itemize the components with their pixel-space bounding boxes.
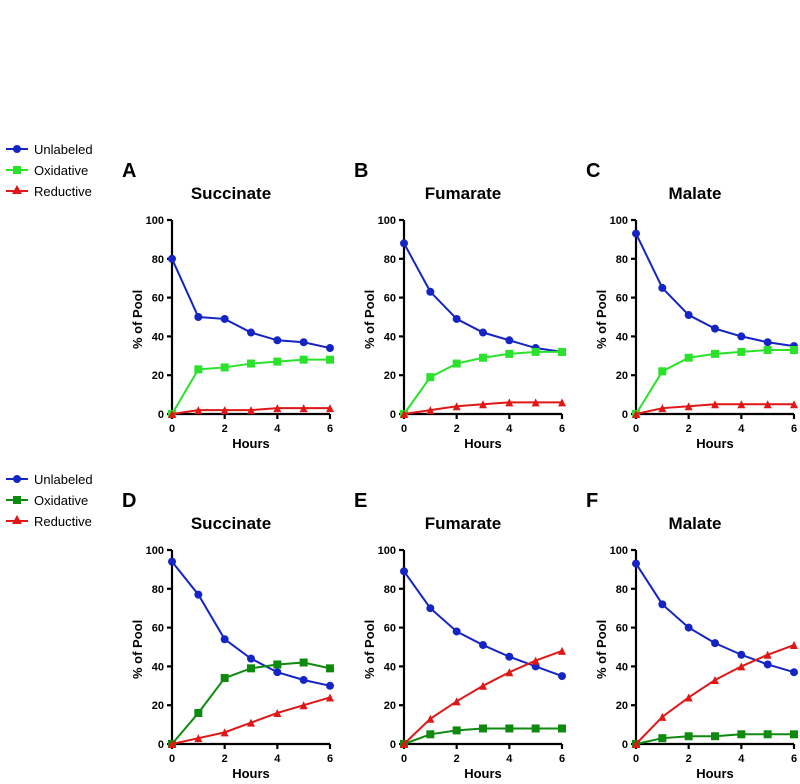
panel-letter: B	[354, 160, 368, 183]
panel-title: Malate	[590, 514, 800, 534]
panel-letter: D	[122, 490, 136, 513]
legend-item-oxidative: Oxidative	[6, 163, 126, 178]
figure: Unlabeled Oxidative Reductive A Succinat…	[0, 0, 800, 670]
svg-text:2: 2	[222, 753, 228, 765]
svg-text:Hours: Hours	[696, 766, 734, 781]
legend-item-unlabeled: Unlabeled	[6, 472, 126, 487]
legend-swatch-oxidative	[6, 169, 28, 171]
svg-text:4: 4	[274, 753, 281, 765]
panel-title: Fumarate	[358, 514, 568, 534]
legend-swatch-reductive	[6, 190, 28, 192]
panel-title: Succinate	[126, 514, 336, 534]
svg-text:80: 80	[616, 254, 628, 266]
panel-title: Succinate	[126, 184, 336, 204]
legend-label: Oxidative	[34, 163, 88, 178]
svg-text:4: 4	[738, 753, 745, 765]
svg-text:100: 100	[146, 215, 164, 227]
svg-text:100: 100	[610, 545, 628, 557]
svg-text:6: 6	[791, 753, 797, 765]
y-axis-label: % of Pool	[594, 620, 609, 679]
triangle-icon	[12, 515, 22, 524]
svg-text:Hours: Hours	[232, 766, 270, 781]
circle-icon	[13, 145, 21, 153]
svg-text:80: 80	[384, 254, 396, 266]
legend-label: Reductive	[34, 184, 92, 199]
svg-text:60: 60	[384, 623, 396, 635]
svg-text:60: 60	[152, 623, 164, 635]
legend-item-unlabeled: Unlabeled	[6, 142, 126, 157]
legend-bottom: Unlabeled Oxidative Reductive	[0, 472, 126, 529]
svg-text:80: 80	[152, 584, 164, 596]
svg-text:80: 80	[384, 584, 396, 596]
svg-text:40: 40	[616, 331, 628, 343]
svg-text:100: 100	[610, 215, 628, 227]
y-axis-label: % of Pool	[130, 620, 145, 679]
y-axis-label: % of Pool	[130, 290, 145, 349]
legend-swatch-reductive	[6, 520, 28, 522]
panel-letter: C	[586, 160, 600, 183]
svg-text:40: 40	[384, 661, 396, 673]
square-icon	[13, 496, 21, 504]
svg-text:0: 0	[158, 739, 164, 751]
svg-text:20: 20	[152, 700, 164, 712]
svg-text:60: 60	[384, 293, 396, 305]
svg-text:0: 0	[169, 753, 175, 765]
panel-letter: A	[122, 160, 136, 183]
legend-item-reductive: Reductive	[6, 514, 126, 529]
legend-item-reductive: Reductive	[6, 184, 126, 199]
svg-text:60: 60	[616, 623, 628, 635]
legend-swatch-oxidative	[6, 499, 28, 501]
svg-text:0: 0	[633, 753, 639, 765]
svg-text:Hours: Hours	[464, 766, 502, 781]
svg-text:80: 80	[616, 584, 628, 596]
row-bottom: Unlabeled Oxidative Reductive D Succinat…	[0, 350, 800, 650]
svg-text:0: 0	[390, 739, 396, 751]
row-top: Unlabeled Oxidative Reductive A Succinat…	[0, 20, 800, 320]
legend-label: Unlabeled	[34, 142, 93, 157]
square-icon	[13, 166, 21, 174]
svg-text:6: 6	[559, 753, 565, 765]
svg-text:20: 20	[616, 700, 628, 712]
y-axis-label: % of Pool	[362, 620, 377, 679]
legend-label: Oxidative	[34, 493, 88, 508]
svg-text:80: 80	[152, 254, 164, 266]
panel-title: Fumarate	[358, 184, 568, 204]
triangle-icon	[12, 185, 22, 194]
svg-text:60: 60	[152, 293, 164, 305]
legend-label: Reductive	[34, 514, 92, 529]
svg-text:100: 100	[378, 215, 396, 227]
svg-text:40: 40	[152, 661, 164, 673]
y-axis-label: % of Pool	[594, 290, 609, 349]
svg-text:0: 0	[401, 753, 407, 765]
legend-label: Unlabeled	[34, 472, 93, 487]
svg-text:4: 4	[506, 753, 513, 765]
svg-text:20: 20	[384, 700, 396, 712]
y-axis-label: % of Pool	[362, 290, 377, 349]
svg-text:100: 100	[378, 545, 396, 557]
legend-item-oxidative: Oxidative	[6, 493, 126, 508]
panel-letter: F	[586, 490, 598, 513]
svg-text:40: 40	[384, 331, 396, 343]
svg-text:60: 60	[616, 293, 628, 305]
svg-text:2: 2	[454, 753, 460, 765]
legend-top: Unlabeled Oxidative Reductive	[0, 142, 126, 199]
panel-title: Malate	[590, 184, 800, 204]
svg-text:40: 40	[616, 661, 628, 673]
circle-icon	[13, 475, 21, 483]
svg-text:0: 0	[622, 739, 628, 751]
legend-swatch-unlabeled	[6, 478, 28, 480]
panel-letter: E	[354, 490, 367, 513]
svg-text:100: 100	[146, 545, 164, 557]
svg-text:40: 40	[152, 331, 164, 343]
svg-text:2: 2	[686, 753, 692, 765]
legend-swatch-unlabeled	[6, 148, 28, 150]
svg-text:6: 6	[327, 753, 333, 765]
